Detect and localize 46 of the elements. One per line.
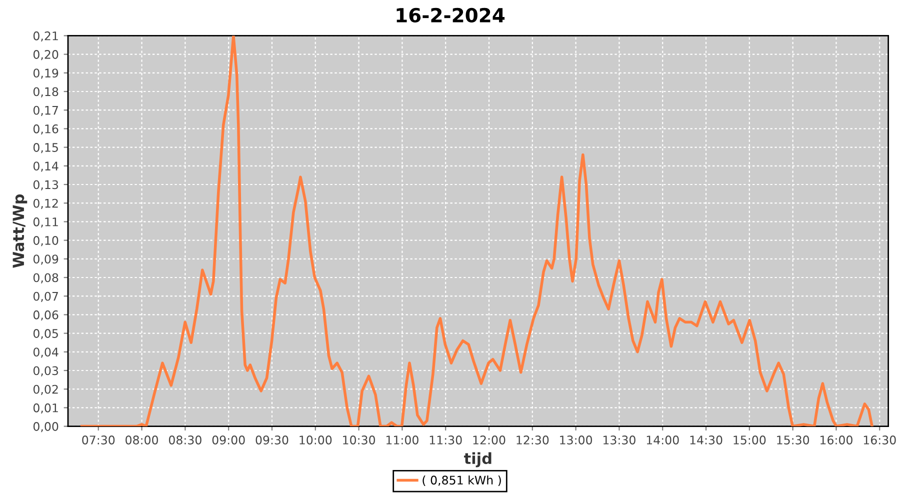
y-tick-label: 0,08: [33, 273, 58, 284]
x-tick-label: 15:30: [777, 436, 810, 444]
x-tick-label: 09:30: [256, 436, 288, 444]
y-tick-label: 0,10: [33, 236, 58, 246]
y-tick-label: 0,03: [33, 366, 58, 376]
y-tick-label: 0,00: [33, 422, 58, 432]
y-axis-title: Watt/Wp: [12, 194, 28, 268]
y-tick-label: 0,01: [33, 403, 58, 414]
y-tick-label: 0,14: [33, 162, 58, 172]
y-tick-label: 0,09: [33, 254, 58, 265]
y-tick-label: 0,20: [33, 50, 58, 60]
y-tick-label: 0,21: [33, 31, 58, 42]
x-tick-label: 10:30: [343, 436, 376, 444]
x-tick-label: 09:00: [212, 436, 245, 444]
x-tick-label: 14:00: [646, 436, 679, 444]
y-tick-label: 0,15: [33, 143, 58, 154]
x-tick-label: 12:30: [516, 436, 549, 444]
x-axis-title: tijd: [464, 452, 492, 468]
y-tick-label: 0,11: [33, 217, 58, 228]
y-tick-label: 0,19: [33, 68, 58, 79]
x-tick-label: 12:00: [473, 436, 506, 444]
legend-label: ( 0,851 kWh ): [422, 475, 501, 486]
y-tick-label: 0,18: [33, 87, 58, 98]
x-tick-label: 11:30: [430, 436, 462, 444]
y-tick-label: 0,07: [33, 292, 58, 302]
x-tick-label: 13:00: [560, 436, 592, 444]
x-tick-label: 13:30: [603, 436, 636, 444]
y-tick-label: 0,02: [33, 384, 58, 395]
x-tick-label: 14:30: [690, 436, 722, 444]
x-tick-label: 08:30: [168, 436, 202, 444]
chart-title: 16-2-2024: [396, 8, 505, 23]
y-tick-label: 0,06: [33, 310, 58, 321]
y-tick-label: 0,05: [33, 329, 58, 340]
x-tick-label: 16:00: [820, 436, 852, 444]
y-tick-label: 0,17: [33, 106, 58, 116]
x-tick-label: 10:00: [300, 436, 332, 444]
x-tick-label: 15:00: [734, 436, 766, 444]
x-tick-label: 08:00: [126, 436, 158, 444]
y-tick-label: 0,16: [33, 124, 58, 135]
y-tick-label: 0,12: [33, 198, 58, 209]
y-tick-label: 0,13: [33, 180, 58, 190]
x-tick-label: 07:30: [82, 436, 115, 444]
line-series: [80, 36, 874, 426]
x-tick-label: 16:30: [864, 436, 896, 444]
y-tick-label: 0,04: [33, 348, 58, 358]
x-tick-label: 11:00: [386, 436, 418, 444]
